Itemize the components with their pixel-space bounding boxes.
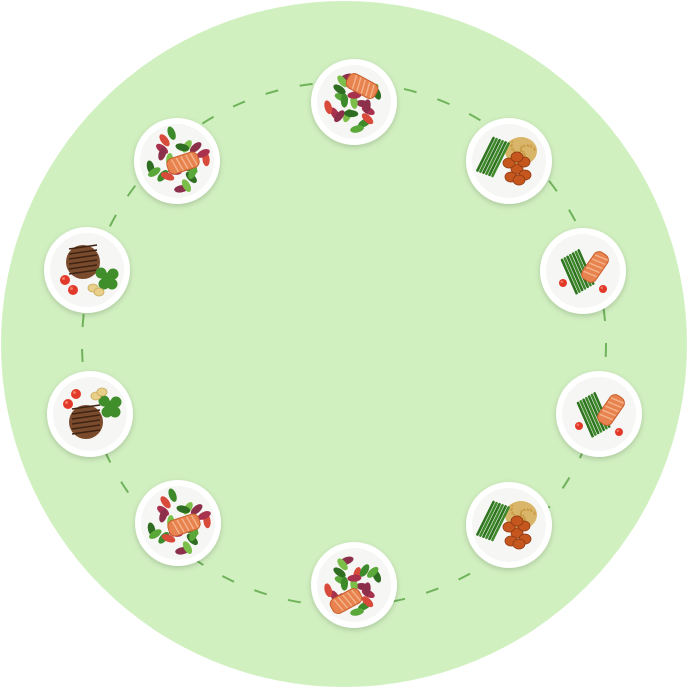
plate-food	[146, 126, 210, 193]
plate-salmon-beet-salad	[311, 59, 397, 145]
plate-food	[559, 249, 609, 295]
plate-food	[575, 392, 625, 438]
plate-food	[476, 136, 537, 186]
plate-salmon-beet-salad	[311, 542, 397, 628]
plate-food	[324, 73, 382, 133]
plate-food	[60, 244, 119, 297]
plate-salmon-mixed-salad	[134, 118, 220, 204]
plate-food	[324, 556, 382, 616]
plate-salmon-asparagus	[556, 371, 642, 457]
plate-steak-broccoli-tomato	[47, 371, 133, 457]
plate-steak-broccoli-tomato	[44, 227, 130, 313]
plate-food	[147, 488, 211, 555]
plate-salmon-asparagus	[540, 228, 626, 314]
plate-salmon-mixed-salad	[135, 480, 221, 566]
plate-chicken-rice-green-beans	[466, 118, 552, 204]
plates-group	[44, 59, 642, 628]
plate-food	[476, 500, 537, 550]
plate-chicken-rice-green-beans	[466, 482, 552, 568]
plate-food	[63, 387, 122, 439]
